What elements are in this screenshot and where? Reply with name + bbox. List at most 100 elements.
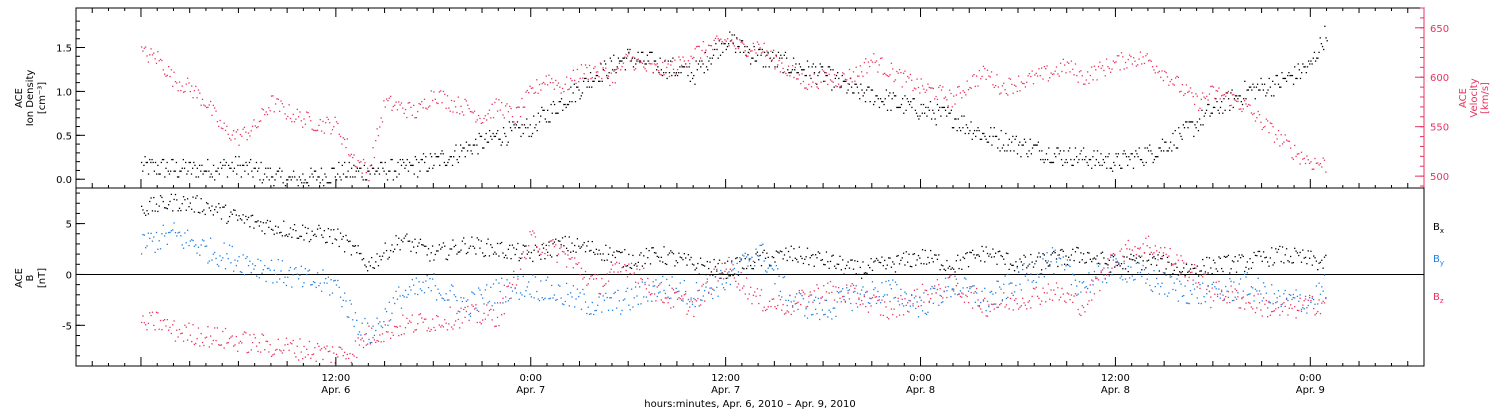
bx-point <box>1204 271 1207 273</box>
bz-point <box>992 303 994 306</box>
bz-point <box>491 319 493 321</box>
bx-point <box>833 265 836 267</box>
by-point <box>165 232 167 234</box>
by-point <box>346 316 348 318</box>
bz-point <box>1100 271 1102 274</box>
velocity-point <box>731 39 733 41</box>
by-point <box>316 272 319 274</box>
bz-point <box>208 346 210 348</box>
velocity-point <box>1311 168 1313 170</box>
bz-point <box>408 320 411 322</box>
by-point <box>1204 301 1207 303</box>
velocity-point <box>961 97 963 99</box>
ion-density-point <box>303 182 305 184</box>
ion-density-point <box>276 170 278 172</box>
bz-point <box>449 306 451 308</box>
bz-point <box>154 329 156 331</box>
bx-point <box>1169 274 1171 276</box>
velocity-point <box>1053 73 1055 75</box>
velocity-point <box>174 80 177 83</box>
bx-point <box>578 245 580 247</box>
velocity-point <box>938 86 940 89</box>
ion-density-point <box>1224 109 1226 111</box>
ion-density-point <box>447 161 449 164</box>
by-point <box>785 299 787 301</box>
ion-density-point <box>574 100 577 103</box>
bottom-left-tick-label: -5 <box>62 321 72 332</box>
bx-point <box>617 250 619 253</box>
bz-point <box>1204 273 1207 275</box>
velocity-point <box>1223 93 1225 96</box>
by-point <box>1177 300 1179 302</box>
bx-point <box>636 265 638 267</box>
by-point <box>1241 297 1243 299</box>
bx-point <box>839 255 841 257</box>
ion-density-point <box>921 112 923 114</box>
bz-point <box>1103 267 1105 269</box>
bz-point <box>1101 269 1104 271</box>
bz-point <box>870 305 872 307</box>
velocity-point <box>999 93 1001 95</box>
bx-point <box>1298 254 1300 257</box>
bx-point <box>1306 263 1308 265</box>
bx-point <box>992 248 994 250</box>
ion-density-point <box>392 179 394 181</box>
by-point <box>196 252 198 254</box>
bx-point <box>1273 262 1276 264</box>
ion-density-point <box>984 135 986 138</box>
ion-density-point <box>443 161 446 164</box>
ion-density-point <box>446 164 448 167</box>
by-point <box>832 307 834 309</box>
ion-density-point <box>688 66 690 68</box>
bz-point <box>682 298 684 300</box>
ion-density-point <box>925 106 927 109</box>
velocity-point <box>992 84 994 86</box>
bz-point <box>247 351 250 353</box>
ion-density-point <box>564 103 566 106</box>
bz-point <box>1185 262 1188 264</box>
velocity-point <box>855 66 857 68</box>
velocity-point <box>1204 97 1207 100</box>
by-point <box>341 305 343 308</box>
velocity-point <box>625 53 627 56</box>
by-point <box>878 296 880 298</box>
bz-point <box>1254 311 1257 314</box>
by-point <box>610 297 612 299</box>
bz-point <box>414 329 416 331</box>
bx-point <box>310 238 312 241</box>
velocity-point <box>1126 67 1128 69</box>
by-point <box>158 240 160 242</box>
by-point <box>151 240 154 242</box>
velocity-point <box>963 91 966 93</box>
bx-point <box>212 214 214 216</box>
bz-point <box>518 256 520 259</box>
bx-point <box>189 202 191 204</box>
velocity-point <box>338 133 340 136</box>
velocity-point <box>299 111 301 113</box>
bz-point <box>530 234 533 236</box>
velocity-point <box>460 105 462 107</box>
by-point <box>1262 282 1265 284</box>
ion-density-point <box>1205 109 1208 111</box>
ion-density-point <box>587 80 589 82</box>
bx-point <box>300 235 302 238</box>
ion-density-point <box>1288 72 1290 74</box>
bx-point <box>1042 253 1044 255</box>
ion-density-point <box>185 161 187 164</box>
ion-density-point <box>190 173 193 175</box>
bx-point <box>708 267 710 270</box>
by-point <box>817 297 819 300</box>
velocity-point <box>251 125 254 127</box>
by-point <box>1234 296 1236 298</box>
velocity-point <box>774 68 776 70</box>
ion-density-point <box>630 60 632 62</box>
velocity-point <box>415 116 418 119</box>
bz-point <box>346 353 348 356</box>
bz-point <box>343 351 346 353</box>
bz-point <box>1059 296 1062 298</box>
bx-point <box>1181 270 1184 273</box>
bz-point <box>833 299 836 301</box>
bz-point <box>1238 307 1240 309</box>
by-point <box>331 292 334 294</box>
bx-point <box>1250 267 1253 269</box>
